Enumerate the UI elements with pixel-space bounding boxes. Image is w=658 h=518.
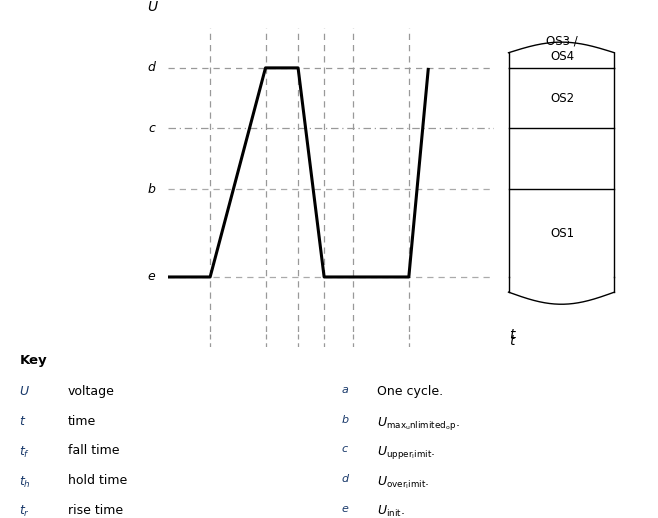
Text: fall time: fall time <box>68 444 119 457</box>
Text: $U_{\mathrm{upper_limit}}$.: $U_{\mathrm{upper_limit}}$. <box>377 444 436 462</box>
Text: |: | <box>322 351 326 362</box>
Text: e: e <box>147 270 155 283</box>
Text: c: c <box>342 444 348 454</box>
Text: OS3 /
OS4: OS3 / OS4 <box>546 35 578 63</box>
Text: |: | <box>264 351 267 362</box>
Text: $U$: $U$ <box>20 385 30 398</box>
Text: $U_{\mathrm{over_limit}}$.: $U_{\mathrm{over_limit}}$. <box>377 474 430 491</box>
Text: $U_{\mathrm{max_unlimited_op}}$.: $U_{\mathrm{max_unlimited_op}}$. <box>377 414 460 431</box>
Text: |: | <box>352 351 355 362</box>
Text: $t_f$: $t_f$ <box>334 349 344 363</box>
Text: a: a <box>316 357 322 367</box>
Text: a: a <box>342 385 349 395</box>
Text: $t_h$: $t_h$ <box>20 474 32 490</box>
Text: |: | <box>209 351 212 362</box>
Text: $t$: $t$ <box>509 328 517 342</box>
Text: voltage: voltage <box>68 385 114 398</box>
Text: d: d <box>342 474 349 484</box>
Text: $t_{h2}$: $t_{h2}$ <box>303 349 319 363</box>
Text: d: d <box>147 62 155 75</box>
Text: $t_r$: $t_r$ <box>20 505 30 518</box>
Text: $U_{\mathrm{init}}$.: $U_{\mathrm{init}}$. <box>377 505 405 518</box>
Text: One cycle.: One cycle. <box>377 385 443 398</box>
Text: $t_{h1}$: $t_{h1}$ <box>230 349 245 363</box>
Text: |: | <box>407 351 411 362</box>
Text: $t_r$: $t_r$ <box>277 349 287 363</box>
Text: e: e <box>342 505 349 514</box>
Text: OS1: OS1 <box>550 226 574 239</box>
Text: $t$: $t$ <box>509 334 517 348</box>
Text: rise time: rise time <box>68 505 123 517</box>
Text: $t$: $t$ <box>20 414 27 427</box>
Text: time: time <box>68 414 96 427</box>
Text: hold time: hold time <box>68 474 127 487</box>
Text: c: c <box>148 122 155 135</box>
Text: b: b <box>147 183 155 196</box>
Text: $t_{h1}$: $t_{h1}$ <box>373 349 389 363</box>
Text: OS2: OS2 <box>550 92 574 105</box>
Text: b: b <box>342 414 349 425</box>
Text: |: | <box>297 351 299 362</box>
Text: Key: Key <box>20 354 47 367</box>
Text: $U$: $U$ <box>147 1 159 15</box>
Text: $t_f$: $t_f$ <box>20 444 30 459</box>
